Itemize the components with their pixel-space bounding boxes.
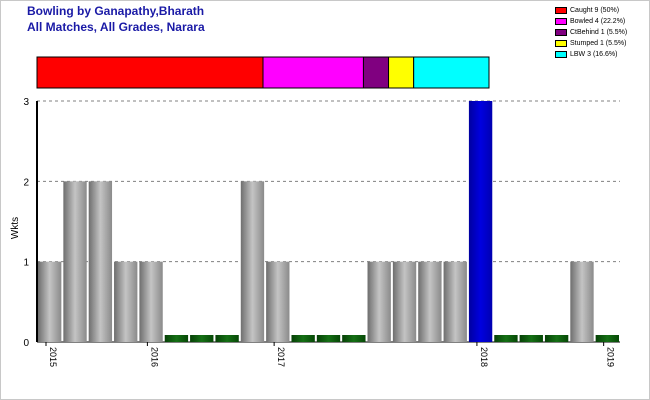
bar xyxy=(139,261,163,342)
bar xyxy=(88,181,113,342)
dismissal-segment-lbw xyxy=(413,56,490,89)
bar xyxy=(367,261,391,342)
bar-zero xyxy=(595,335,619,342)
legend-swatch xyxy=(555,7,567,14)
legend-label: Stumped 1 (5.5%) xyxy=(570,40,627,47)
x-tick-label: 2018 xyxy=(479,347,489,367)
legend-item: Stumped 1 (5.5%) xyxy=(555,38,627,49)
legend-swatch xyxy=(555,18,567,25)
x-tick-label: 2019 xyxy=(606,347,616,367)
legend-item: LBW 3 (16.6%) xyxy=(555,49,627,60)
bar xyxy=(418,261,442,342)
bar-zero xyxy=(544,335,569,342)
bar xyxy=(443,261,467,342)
y-tick-label: 2 xyxy=(23,177,29,188)
bar-zero xyxy=(164,335,189,342)
y-axis-label: Wkts xyxy=(10,217,21,239)
bar xyxy=(240,181,265,342)
bar xyxy=(570,261,594,342)
bar xyxy=(63,181,87,342)
legend-swatch xyxy=(555,29,567,36)
y-tick-label: 3 xyxy=(23,97,29,108)
bar xyxy=(266,261,290,342)
legend-item: CtBehind 1 (5.5%) xyxy=(555,27,627,38)
bar xyxy=(38,261,62,342)
y-tick-label: 1 xyxy=(23,258,29,269)
legend: Caught 9 (50%) Bowled 4 (22.2%) CtBehind 1… xyxy=(555,5,627,60)
chart-subtitle: All Matches, All Grades, Narara xyxy=(27,20,205,34)
bar-zero xyxy=(494,335,518,342)
legend-item: Bowled 4 (22.2%) xyxy=(555,16,627,27)
chart-title: Bowling by Ganapathy,Bharath xyxy=(27,4,205,18)
x-tick-label: 2015 xyxy=(48,347,58,367)
dismissal-segment-ctbehind xyxy=(362,56,390,89)
x-tick-label: 2017 xyxy=(276,347,286,367)
bar-zero xyxy=(291,335,315,342)
bar-zero xyxy=(519,335,543,342)
legend-label: CtBehind 1 (5.5%) xyxy=(570,29,628,36)
bar xyxy=(468,101,493,342)
legend-label: LBW 3 (16.6%) xyxy=(570,51,618,58)
bar xyxy=(392,261,417,342)
dismissal-segment-stumped xyxy=(388,56,415,89)
bar-zero xyxy=(316,335,341,342)
dismissal-segment-caught xyxy=(36,56,264,89)
legend-label: Caught 9 (50%) xyxy=(570,7,620,14)
legend-label: Bowled 4 (22.2%) xyxy=(570,18,626,25)
bar-zero xyxy=(342,335,366,342)
legend-item: Caught 9 (50%) xyxy=(555,5,627,16)
bar xyxy=(114,261,138,342)
y-tick-label: 0 xyxy=(23,338,29,349)
bar-zero xyxy=(215,335,239,342)
x-tick-label: 2016 xyxy=(149,347,159,367)
dismissal-segment-bowled xyxy=(262,56,364,89)
legend-swatch xyxy=(555,51,567,58)
bar-zero xyxy=(190,335,214,342)
legend-swatch xyxy=(555,40,567,47)
